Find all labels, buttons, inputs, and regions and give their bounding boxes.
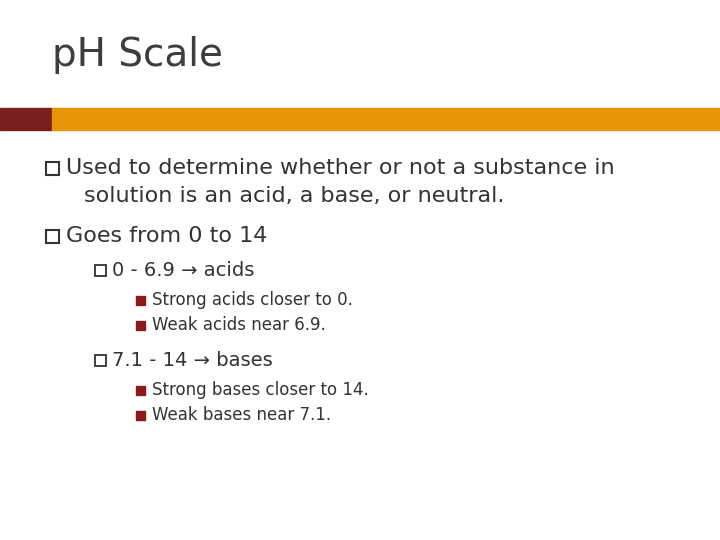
Text: 7.1 - 14 → bases: 7.1 - 14 → bases [112,350,274,369]
Bar [135,321,145,329]
Text: Weak bases near 7.1.: Weak bases near 7.1. [151,406,330,424]
Bar [52,108,720,130]
Text: 0 - 6.9 → acids: 0 - 6.9 → acids [112,260,255,280]
Bar [135,295,145,305]
Text: solution is an acid, a base, or neutral.: solution is an acid, a base, or neutral. [84,186,505,206]
Bar [135,386,145,395]
Text: Goes from 0 to 14: Goes from 0 to 14 [66,226,268,246]
Bar [135,410,145,420]
Bar [45,161,58,174]
Bar [94,354,106,366]
Text: Strong bases closer to 14.: Strong bases closer to 14. [151,381,368,399]
Text: Weak acids near 6.9.: Weak acids near 6.9. [151,316,325,334]
Bar [94,265,106,275]
Bar [0,108,52,130]
Text: Strong acids closer to 0.: Strong acids closer to 0. [151,291,352,309]
Bar [45,230,58,242]
Text: pH Scale: pH Scale [52,36,223,74]
Text: Used to determine whether or not a substance in: Used to determine whether or not a subst… [66,158,615,178]
